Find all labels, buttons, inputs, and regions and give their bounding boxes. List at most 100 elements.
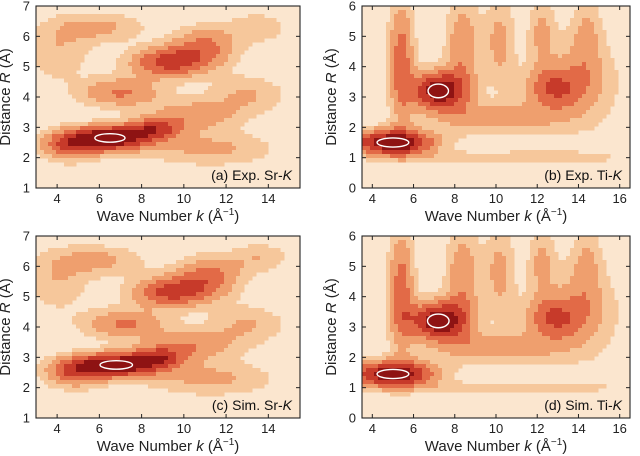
heatmap-cell bbox=[160, 336, 165, 341]
x-tick-label: 10 bbox=[489, 191, 503, 206]
heatmap-cell bbox=[52, 42, 57, 47]
heatmap-cell bbox=[120, 126, 125, 131]
heatmap-cell bbox=[204, 134, 209, 139]
heatmap-cell bbox=[394, 38, 399, 43]
heatmap-cell bbox=[208, 364, 213, 369]
heatmap-cell bbox=[148, 308, 153, 313]
heatmap-cell bbox=[40, 360, 45, 365]
heatmap-cell bbox=[132, 126, 137, 131]
heatmap-cell bbox=[160, 46, 165, 51]
heatmap-cell bbox=[168, 296, 173, 301]
heatmap-cell bbox=[530, 150, 535, 155]
heatmap-cell bbox=[136, 276, 141, 281]
heatmap-cell bbox=[590, 54, 595, 59]
heatmap-cell bbox=[538, 46, 543, 51]
heatmap-cell bbox=[188, 276, 193, 281]
x-axis-label: Wave Number k (Å−1) bbox=[425, 207, 568, 225]
heatmap-cell bbox=[232, 46, 237, 51]
heatmap-cell bbox=[422, 86, 427, 91]
heatmap-cell bbox=[192, 356, 197, 361]
heatmap-cell bbox=[228, 90, 233, 95]
heatmap-cell bbox=[96, 268, 101, 273]
heatmap-cell bbox=[248, 22, 253, 27]
heatmap-cell bbox=[394, 74, 399, 79]
heatmap-cell bbox=[200, 372, 205, 377]
heatmap-cell bbox=[80, 276, 85, 281]
heatmap-cell bbox=[68, 284, 73, 289]
heatmap-cell bbox=[506, 62, 511, 67]
heatmap-cell bbox=[272, 98, 277, 103]
heatmap-cell bbox=[410, 66, 415, 71]
heatmap-cell bbox=[184, 332, 189, 337]
heatmap-cell bbox=[482, 110, 487, 115]
heatmap-cell bbox=[558, 106, 563, 111]
heatmap-cell bbox=[128, 78, 133, 83]
heatmap-cell bbox=[64, 280, 69, 285]
heatmap-cell bbox=[490, 14, 495, 19]
heatmap-cell bbox=[594, 122, 599, 127]
heatmap-cell bbox=[108, 308, 113, 313]
heatmap-cell bbox=[128, 66, 133, 71]
heatmap-cell bbox=[188, 344, 193, 349]
heatmap-cell bbox=[172, 328, 177, 333]
heatmap-cell bbox=[104, 308, 109, 313]
heatmap-cell bbox=[128, 312, 133, 317]
heatmap-cell bbox=[562, 118, 567, 123]
heatmap-cell bbox=[164, 150, 169, 155]
heatmap-cell bbox=[44, 280, 49, 285]
heatmap-cell bbox=[240, 34, 245, 39]
heatmap-cell bbox=[112, 34, 117, 39]
heatmap-cell bbox=[164, 66, 169, 71]
heatmap-cell bbox=[188, 368, 193, 373]
heatmap-cell bbox=[506, 26, 511, 31]
heatmap-cell bbox=[486, 38, 491, 43]
heatmap-cell bbox=[204, 162, 209, 167]
heatmap-cell bbox=[582, 94, 587, 99]
heatmap-cell bbox=[176, 30, 181, 35]
heatmap-cell bbox=[204, 110, 209, 115]
heatmap-cell bbox=[204, 348, 209, 353]
heatmap-cell bbox=[132, 150, 137, 155]
heatmap-cell bbox=[240, 98, 245, 103]
heatmap-cell bbox=[418, 110, 423, 115]
heatmap-cell bbox=[570, 74, 575, 79]
heatmap-cell bbox=[506, 130, 511, 135]
heatmap-cell bbox=[212, 102, 217, 107]
heatmap-cell bbox=[478, 98, 483, 103]
heatmap-cell bbox=[180, 376, 185, 381]
heatmap-cell bbox=[546, 58, 551, 63]
heatmap-cell bbox=[590, 62, 595, 67]
heatmap-cell bbox=[478, 86, 483, 91]
heatmap-cell bbox=[156, 308, 161, 313]
heatmap-cell bbox=[120, 324, 125, 329]
heatmap-cell bbox=[48, 296, 53, 301]
heatmap-cell bbox=[578, 122, 583, 127]
heatmap-cell bbox=[36, 142, 41, 147]
heatmap-cell bbox=[578, 50, 583, 55]
heatmap-cell bbox=[410, 110, 415, 115]
heatmap-cell bbox=[398, 38, 403, 43]
heatmap-cell bbox=[164, 58, 169, 63]
heatmap-cell bbox=[200, 252, 205, 257]
heatmap-cell bbox=[458, 42, 463, 47]
heatmap-cell bbox=[446, 46, 451, 51]
heatmap-cell bbox=[116, 320, 121, 325]
heatmap-cell bbox=[490, 98, 495, 103]
heatmap-cell bbox=[192, 376, 197, 381]
heatmap-cell bbox=[390, 22, 395, 27]
heatmap-cell bbox=[450, 30, 455, 35]
heatmap-cell bbox=[602, 94, 607, 99]
heatmap-cell bbox=[394, 30, 399, 35]
heatmap-cell bbox=[168, 300, 173, 305]
heatmap-cell bbox=[44, 288, 49, 293]
heatmap-cell bbox=[184, 102, 189, 107]
heatmap-cell bbox=[48, 18, 53, 23]
heatmap-cell bbox=[152, 376, 157, 381]
heatmap-cell bbox=[562, 54, 567, 59]
heatmap-cell bbox=[168, 58, 173, 63]
heatmap-cell bbox=[136, 272, 141, 277]
heatmap-cell bbox=[156, 288, 161, 293]
heatmap-cell bbox=[446, 82, 451, 87]
heatmap-cell bbox=[526, 110, 531, 115]
heatmap-cell bbox=[390, 54, 395, 59]
